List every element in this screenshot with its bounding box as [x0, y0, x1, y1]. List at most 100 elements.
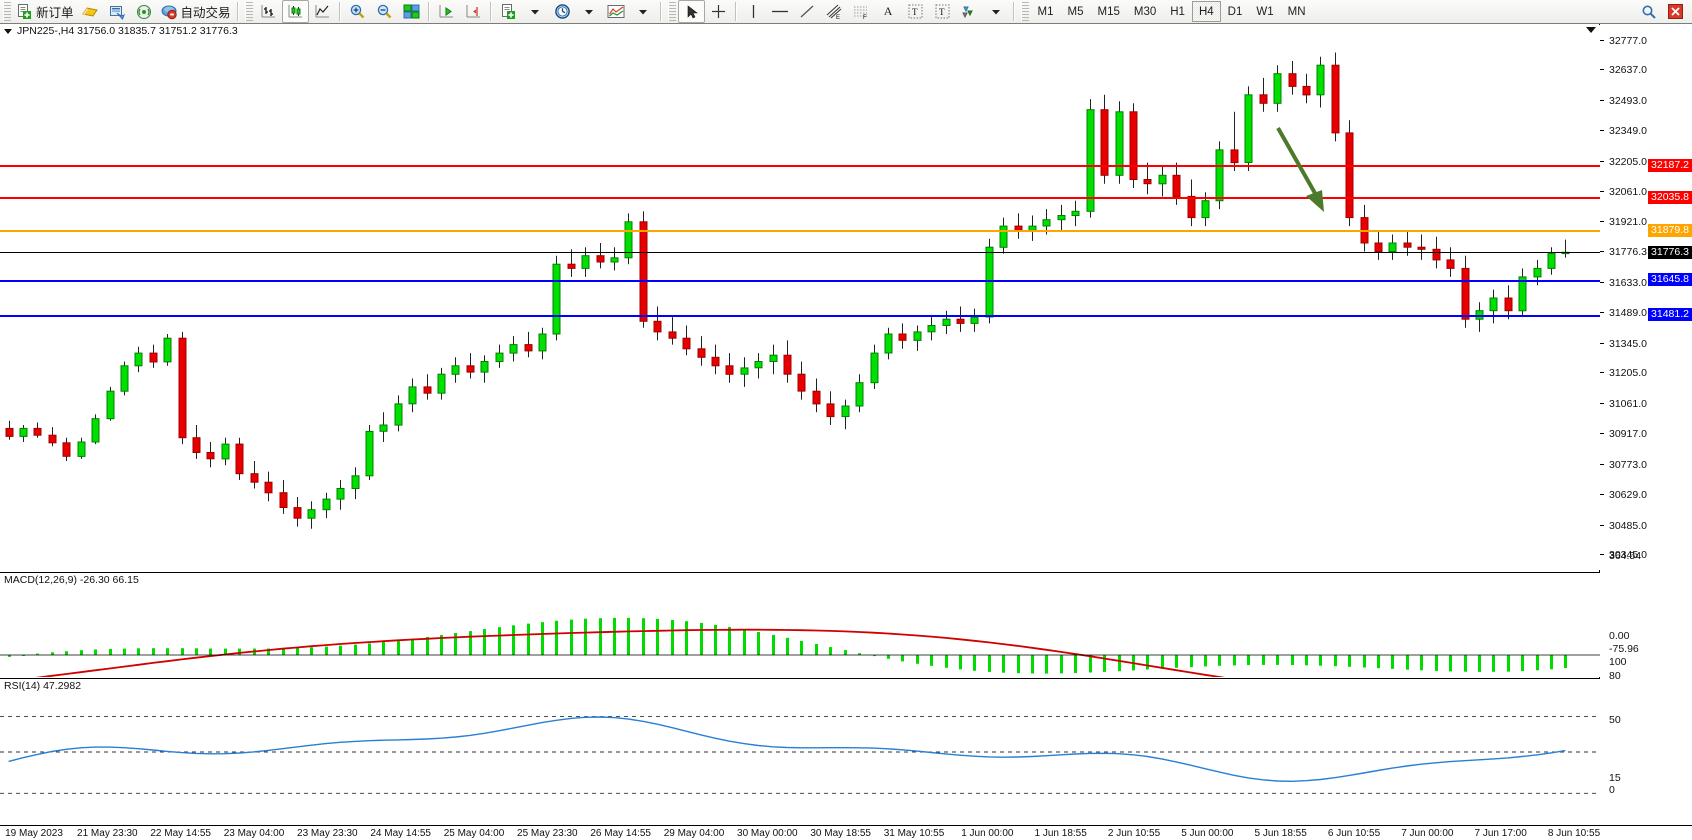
period-dropdown[interactable]	[576, 0, 603, 23]
price-pane[interactable]	[0, 25, 1600, 570]
objects-button[interactable]	[956, 0, 983, 23]
timeframe-m5[interactable]: M5	[1067, 5, 1084, 18]
tile-windows-button[interactable]	[398, 0, 425, 23]
text-label-icon: T	[935, 4, 950, 19]
chevron-down-icon	[639, 9, 648, 14]
price-tag-support[interactable]: 31645.8	[1648, 273, 1692, 287]
price-scale[interactable]: 32777.0 32637.0 32493.0 32349.0 32205.0 32061…	[1600, 24, 1692, 826]
zoom-out-button[interactable]	[371, 0, 398, 23]
period-separators-button[interactable]	[549, 0, 576, 23]
chart-dropdown-handle-icon[interactable]	[1586, 27, 1596, 33]
autotrading-button[interactable]: 自动交易	[158, 0, 234, 23]
indicators-dropdown[interactable]	[630, 0, 657, 23]
chart-shift-button[interactable]	[433, 0, 460, 23]
time-label: 24 May 14:55	[370, 828, 431, 839]
level-line-31645.8[interactable]	[0, 279, 1600, 282]
rsi-tick-80: 80	[1609, 670, 1621, 682]
time-label: 30 May 00:00	[737, 828, 798, 839]
timeframe-grip[interactable]	[1020, 2, 1029, 21]
time-label: 23 May 04:00	[223, 828, 285, 839]
bar-chart-button[interactable]	[255, 0, 282, 23]
horizontal-line-button[interactable]	[767, 0, 794, 23]
price-tick: 30773.0	[1600, 459, 1692, 471]
timeframe-d1[interactable]: D1	[1227, 5, 1243, 18]
signals-button[interactable]	[131, 0, 158, 23]
toolbar-right-group	[1635, 0, 1692, 23]
level-line-31776.3[interactable]	[0, 252, 1600, 254]
candlestick-chart-button[interactable]	[281, 0, 309, 23]
rsi-tick-0: 0	[1609, 784, 1615, 796]
timeframe-m15[interactable]: M15	[1097, 5, 1120, 18]
main-toolbar: 新订单	[0, 0, 1692, 24]
price-tag-support[interactable]: 31481.2	[1648, 308, 1692, 322]
new-order-button[interactable]: 新订单	[13, 0, 77, 23]
timeframe-h1[interactable]: H1	[1170, 5, 1185, 18]
close-button[interactable]	[1662, 0, 1689, 23]
price-tick: 32637.0	[1600, 64, 1692, 76]
toolbar-separator-4	[489, 2, 492, 21]
price-tag-pivot[interactable]: 31879.8	[1648, 223, 1692, 237]
rsi-pane[interactable]: RSI(14) 47.2982	[0, 678, 1600, 827]
level-line-32035.8[interactable]	[0, 197, 1600, 200]
time-label: 30 May 18:55	[810, 828, 871, 839]
time-label: 19 May 2023	[5, 828, 63, 839]
gold-button[interactable]	[77, 0, 104, 23]
chart-tools-grip[interactable]	[244, 2, 253, 21]
text-label-2-button[interactable]: T	[929, 0, 956, 23]
equidistant-channel-button[interactable]: E	[821, 0, 848, 23]
macd-tick-zero: 0.00	[1609, 630, 1630, 642]
fibonacci-button[interactable]: F	[848, 0, 875, 23]
text-label-button[interactable]: T	[902, 0, 929, 23]
templates-dropdown[interactable]	[522, 0, 549, 23]
drawing-tools-grip[interactable]	[667, 2, 676, 21]
time-label: 29 May 04:00	[663, 828, 725, 839]
toolbar-grip[interactable]	[3, 2, 11, 21]
timeframe-mn[interactable]: MN	[1287, 5, 1306, 18]
vertical-line-button[interactable]	[740, 0, 767, 23]
templates-button[interactable]	[495, 0, 522, 23]
price-tick: 32349.0	[1600, 125, 1692, 137]
text-button[interactable]: A	[875, 0, 902, 23]
zoom-in-button[interactable]	[344, 0, 371, 23]
vertical-line-icon	[752, 5, 754, 18]
chevron-down-icon	[531, 9, 540, 14]
timeframe-w1[interactable]: W1	[1256, 5, 1274, 18]
timeframe-m1[interactable]: M1	[1037, 5, 1054, 18]
objects-dropdown[interactable]	[983, 0, 1010, 23]
level-line-31481.2[interactable]	[0, 314, 1600, 317]
time-scale[interactable]: 19 May 2023 21 May 23:30 22 May 14:55 23 Ma…	[0, 825, 1692, 840]
price-tag-resistance[interactable]: 32187.2	[1648, 158, 1692, 172]
macd-label: MACD(12,26,9) -26.30 66.15	[4, 574, 139, 586]
time-label: 21 May 23:30	[77, 828, 138, 839]
search-icon	[1642, 5, 1656, 19]
search-button[interactable]	[1635, 0, 1662, 23]
price-tag-resistance[interactable]: 32035.8	[1648, 190, 1692, 204]
trendline-button[interactable]	[794, 0, 821, 23]
crosshair-button[interactable]	[705, 0, 732, 23]
timeframe-h4[interactable]: H4	[1191, 1, 1221, 22]
rsi-label: RSI(14) 47.2982	[4, 680, 82, 692]
line-chart-button[interactable]	[309, 0, 336, 23]
svg-text:E: E	[836, 15, 840, 20]
indicators-button[interactable]	[603, 0, 630, 23]
price-tick: 31633.0	[1600, 277, 1692, 289]
time-label: 1 Jun 00:00	[961, 828, 1014, 839]
level-line-31879.8[interactable]	[0, 230, 1600, 233]
macd-tick-max: 364.54	[1609, 550, 1642, 562]
level-line-32187.2[interactable]	[0, 165, 1600, 168]
toolbar-separator-5	[659, 2, 662, 21]
time-label: 8 Jun 10:55	[1547, 828, 1601, 839]
timeframe-m30[interactable]: M30	[1133, 5, 1157, 18]
time-label: 25 May 04:00	[443, 828, 505, 839]
cursor-button[interactable]	[677, 0, 705, 23]
text-label-icon: T	[908, 4, 923, 19]
price-tag-current-price[interactable]: 31776.3	[1648, 245, 1692, 259]
auto-scroll-button[interactable]	[460, 0, 487, 23]
terminal-button[interactable]	[104, 0, 131, 23]
rsi-tick-50: 50	[1609, 714, 1621, 726]
chart-menu-caret-icon[interactable]	[4, 28, 12, 34]
terminal-icon	[110, 5, 126, 20]
objects-icon	[961, 6, 973, 19]
chevron-down-icon	[992, 9, 1001, 14]
macd-pane[interactable]: MACD(12,26,9) -26.30 66.15	[0, 572, 1600, 677]
